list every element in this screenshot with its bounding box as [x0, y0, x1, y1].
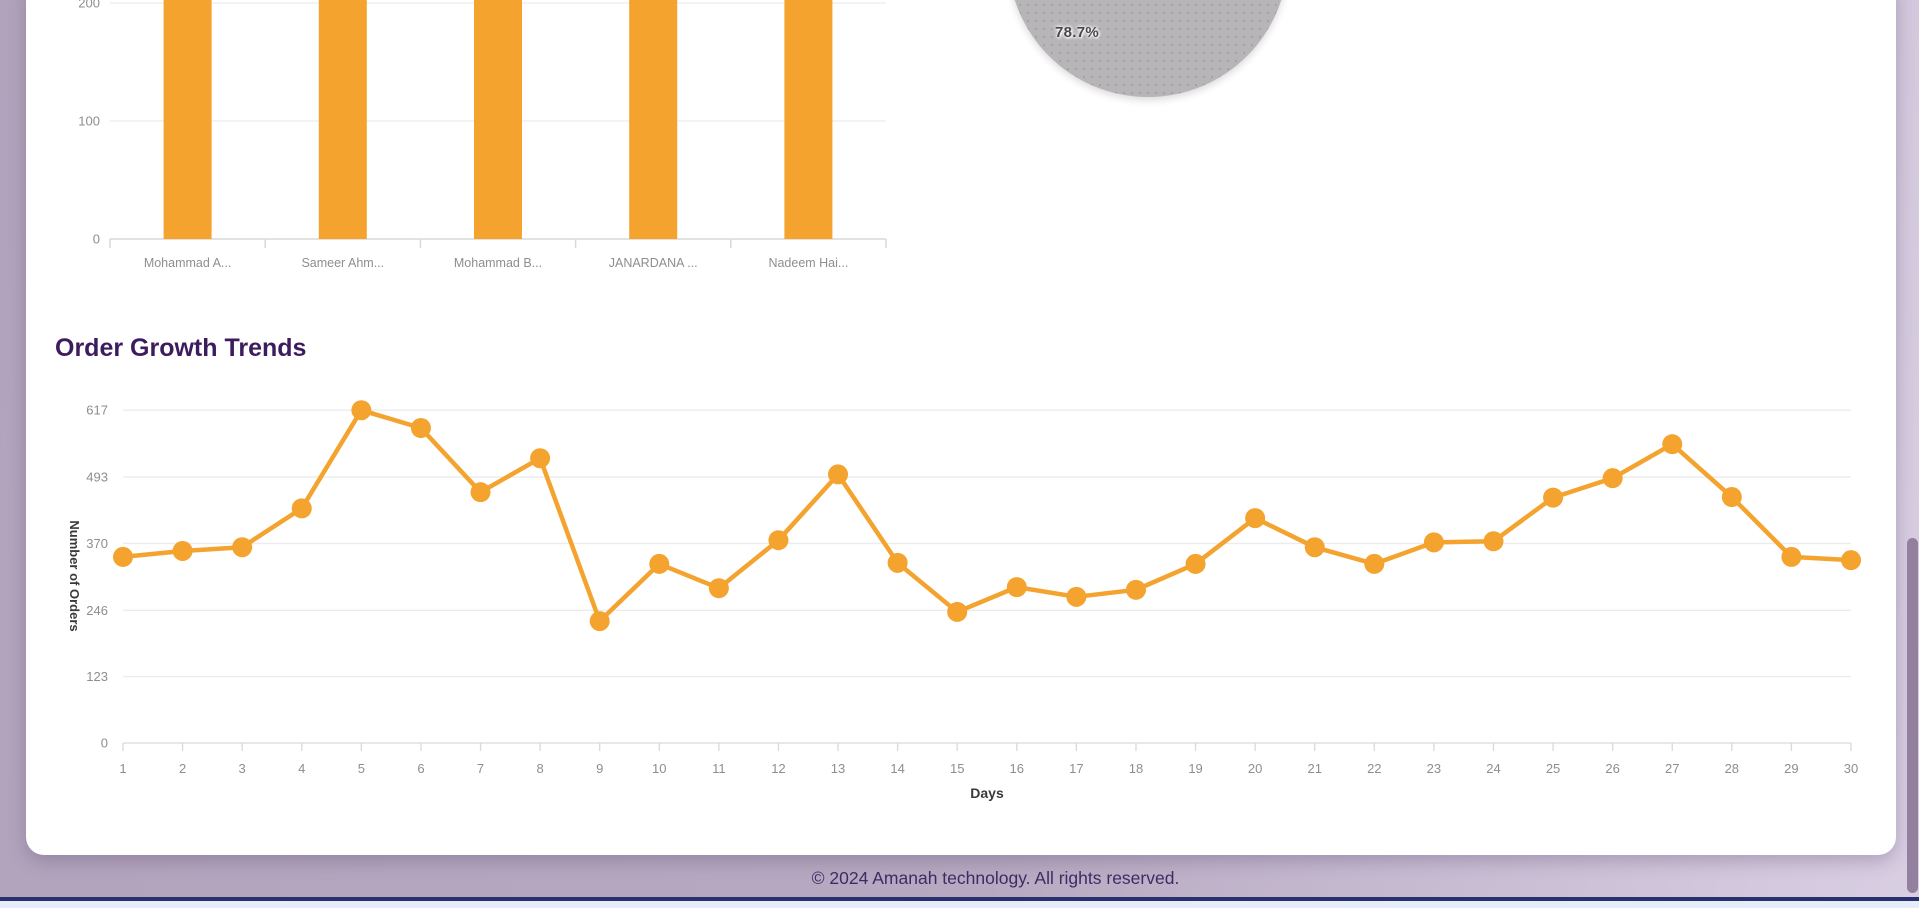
line-x-tick-label: 24	[1486, 761, 1500, 776]
footer-copyright: © 2024 Amanah technology. All rights res…	[811, 867, 1180, 888]
top-customers-bar-chart[interactable]: 200 100 0 Mohammad A... Sameer Ahm... Mohamma…	[26, 0, 926, 285]
bar-y-tick-label: 100	[78, 114, 100, 129]
bar[interactable]	[474, 0, 522, 239]
bar[interactable]	[163, 0, 212, 239]
line-point[interactable]	[1483, 531, 1504, 552]
bar-category-label: JANARDANA ...	[609, 256, 698, 270]
line-x-tick-label: 17	[1069, 761, 1083, 776]
line-point[interactable]	[291, 498, 312, 519]
line-point[interactable]	[113, 546, 133, 567]
vertical-scrollbar-thumb[interactable]	[1907, 538, 1918, 893]
line-point[interactable]	[1125, 579, 1146, 600]
line-x-tick-label: 9	[596, 761, 603, 776]
line-y-tick-label: 370	[86, 536, 108, 551]
line-point[interactable]	[1840, 550, 1861, 571]
line-x-tick-label: 27	[1665, 761, 1679, 776]
line-x-tick-label: 30	[1844, 761, 1858, 776]
bar-category-label: Mohammad B...	[454, 256, 542, 270]
line-x-tick-label: 7	[477, 761, 484, 776]
line-point[interactable]	[1721, 487, 1742, 508]
line-x-tick-label: 3	[239, 761, 246, 776]
line-x-tick-label: 8	[536, 761, 543, 776]
line-x-tick-label: 19	[1188, 761, 1202, 776]
line-point[interactable]	[172, 540, 193, 561]
line-point[interactable]	[1423, 532, 1444, 553]
line-y-tick-label: 493	[86, 470, 108, 485]
line-point[interactable]	[947, 601, 968, 622]
line-point[interactable]	[1781, 546, 1802, 567]
line-x-tick-label: 6	[417, 761, 424, 776]
line-x-tick-label: 22	[1367, 761, 1381, 776]
window-bottom-edge	[0, 897, 1919, 901]
line-point[interactable]	[1364, 553, 1385, 574]
bar-category-label: Nadeem Hai...	[768, 256, 848, 270]
line-point[interactable]	[887, 552, 908, 573]
line-x-tick-label: 26	[1605, 761, 1619, 776]
line-point[interactable]	[1304, 537, 1325, 558]
line-x-tick-label: 25	[1546, 761, 1560, 776]
line-x-tick-label: 21	[1307, 761, 1321, 776]
line-point[interactable]	[1066, 586, 1087, 607]
line-x-tick-label: 15	[950, 761, 964, 776]
line-x-tick-label: 29	[1784, 761, 1798, 776]
line-point[interactable]	[828, 464, 849, 485]
bar-category-label: Mohammad A...	[144, 256, 232, 270]
line-point[interactable]	[1185, 553, 1206, 574]
line-point[interactable]	[351, 400, 372, 421]
line-x-tick-label: 5	[358, 761, 365, 776]
line-point[interactable]	[1662, 434, 1683, 455]
line-x-tick-label: 13	[831, 761, 845, 776]
x-axis-title: Days	[970, 785, 1004, 801]
line-x-tick-label: 1	[119, 761, 126, 776]
line-x-tick-label: 12	[771, 761, 785, 776]
line-chart-title: Order Growth Trends	[55, 334, 307, 362]
bar-y-tick-label: 0	[93, 232, 100, 247]
line-point[interactable]	[589, 611, 610, 632]
bar[interactable]	[318, 0, 367, 239]
bar-y-tick-label: 200	[78, 0, 100, 11]
horizontal-scrollbar-track[interactable]	[0, 901, 1919, 908]
line-point[interactable]	[768, 530, 789, 551]
line-point[interactable]	[708, 578, 729, 599]
line-point[interactable]	[1245, 508, 1266, 529]
line-y-tick-label: 246	[86, 603, 108, 618]
line-point[interactable]	[410, 417, 431, 438]
line-y-tick-label: 123	[86, 669, 108, 684]
line-y-tick-label: 0	[101, 736, 108, 751]
line-x-tick-label: 16	[1010, 761, 1024, 776]
line-point[interactable]	[470, 482, 491, 503]
bar[interactable]	[784, 0, 833, 239]
line-x-tick-label: 20	[1248, 761, 1262, 776]
line-x-tick-label: 4	[298, 761, 305, 776]
pie-slice-label: 78.7%	[1054, 24, 1100, 41]
line-y-tick-label: 617	[86, 403, 108, 418]
line-x-tick-label: 14	[890, 761, 904, 776]
line-point[interactable]	[1543, 487, 1564, 508]
line-x-tick-label: 23	[1427, 761, 1441, 776]
line-x-tick-label: 10	[652, 761, 666, 776]
line-point[interactable]	[1602, 468, 1623, 489]
line-x-tick-label: 2	[179, 761, 186, 776]
line-x-tick-label: 18	[1129, 761, 1143, 776]
line-x-tick-label: 11	[712, 761, 726, 776]
line-series	[120, 407, 1854, 624]
line-point[interactable]	[232, 537, 253, 558]
line-point[interactable]	[530, 448, 551, 469]
line-point[interactable]	[649, 553, 670, 574]
line-x-tick-label: 28	[1725, 761, 1739, 776]
bar[interactable]	[629, 0, 678, 239]
bar-category-label: Sameer Ahm...	[301, 256, 384, 270]
y-axis-title: Number of Orders	[67, 520, 82, 631]
line-point[interactable]	[1006, 577, 1027, 598]
